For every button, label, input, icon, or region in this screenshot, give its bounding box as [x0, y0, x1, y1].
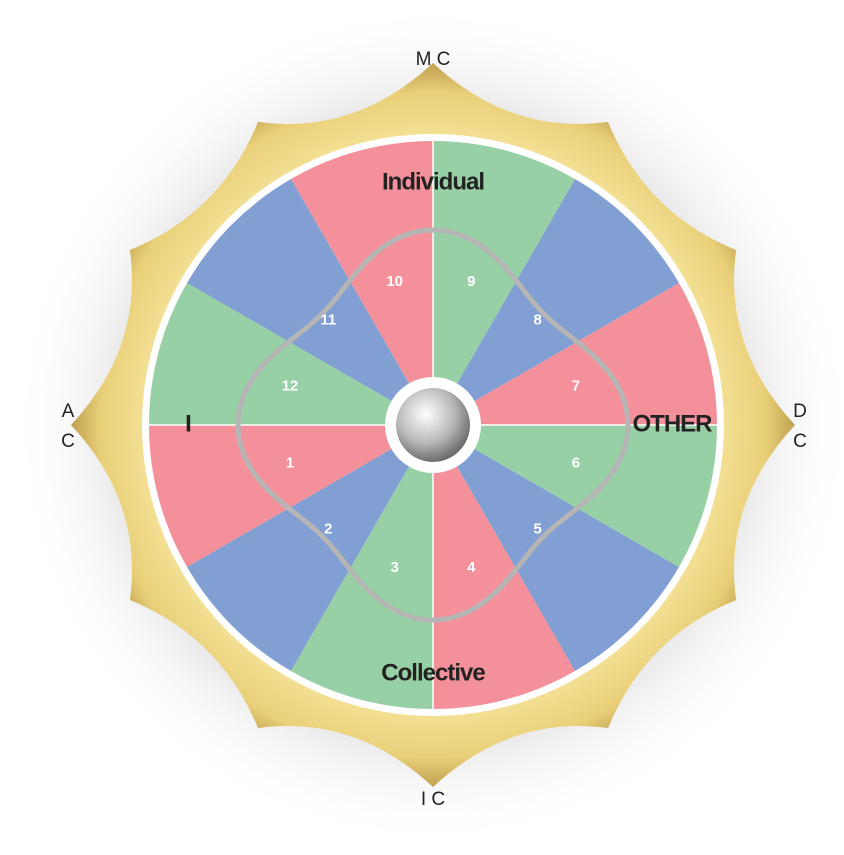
house-number: 11	[320, 311, 336, 328]
dc-label: D	[793, 401, 807, 422]
house-number: 10	[386, 273, 403, 290]
mc-label: M C	[416, 49, 451, 70]
house-number: 1	[286, 454, 294, 471]
quadrant-label: Collective	[381, 659, 485, 686]
house-number: 8	[533, 311, 541, 328]
ic-label: I C	[421, 789, 445, 810]
house-number: 4	[467, 559, 476, 576]
house-number: 12	[282, 378, 299, 395]
ac-label: A	[62, 401, 75, 422]
house-number: 6	[572, 454, 580, 471]
house-number: 9	[467, 273, 475, 290]
house-number: 7	[572, 378, 580, 395]
quadrant-label: Individual	[382, 168, 484, 195]
quadrant-label: OTHER	[633, 410, 713, 437]
ac-label: C	[61, 431, 75, 452]
quadrant-label: I	[185, 410, 191, 437]
dc-label: C	[793, 431, 807, 452]
house-number: 5	[533, 521, 541, 538]
house-number: 2	[324, 521, 332, 538]
house-number: 3	[391, 559, 399, 576]
zodiac-wheel: 123456789101112 M C I C A C D C Individu…	[0, 0, 844, 850]
hub-ball	[396, 388, 470, 462]
